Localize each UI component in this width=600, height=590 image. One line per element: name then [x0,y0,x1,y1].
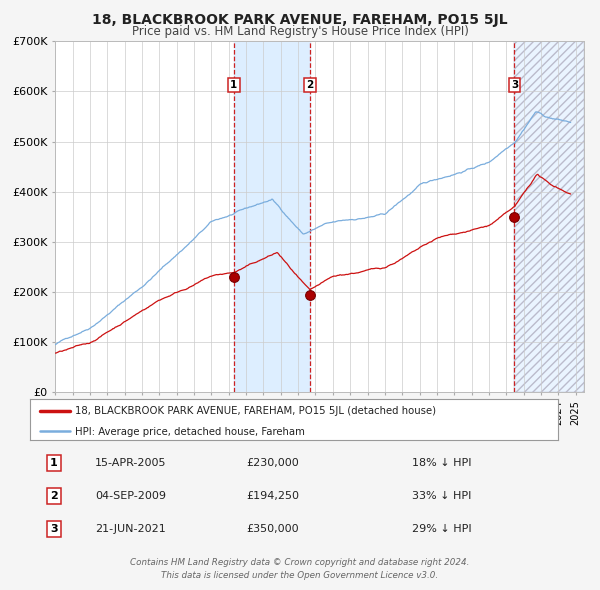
Text: 1: 1 [230,80,238,90]
Bar [234,41,310,392]
Text: 2: 2 [50,491,58,501]
Text: Price paid vs. HM Land Registry's House Price Index (HPI): Price paid vs. HM Land Registry's House … [131,25,469,38]
Text: 33% ↓ HPI: 33% ↓ HPI [412,491,472,501]
Text: 21-JUN-2021: 21-JUN-2021 [95,524,166,534]
Text: £230,000: £230,000 [247,458,299,468]
Text: 3: 3 [511,80,518,90]
Text: 18, BLACKBROOK PARK AVENUE, FAREHAM, PO15 5JL (detached house): 18, BLACKBROOK PARK AVENUE, FAREHAM, PO1… [75,407,436,417]
Text: 29% ↓ HPI: 29% ↓ HPI [412,524,472,534]
Bar [514,41,584,392]
Text: 18% ↓ HPI: 18% ↓ HPI [412,458,472,468]
Bar [514,41,584,392]
Text: £350,000: £350,000 [247,524,299,534]
Text: 2: 2 [306,80,313,90]
Text: 3: 3 [50,524,58,534]
Text: HPI: Average price, detached house, Fareham: HPI: Average price, detached house, Fare… [75,427,305,437]
Text: 15-APR-2005: 15-APR-2005 [95,458,166,468]
Text: This data is licensed under the Open Government Licence v3.0.: This data is licensed under the Open Gov… [161,571,439,580]
Text: 18, BLACKBROOK PARK AVENUE, FAREHAM, PO15 5JL: 18, BLACKBROOK PARK AVENUE, FAREHAM, PO1… [92,13,508,27]
Text: 1: 1 [50,458,58,468]
Text: Contains HM Land Registry data © Crown copyright and database right 2024.: Contains HM Land Registry data © Crown c… [130,558,470,566]
Text: 04-SEP-2009: 04-SEP-2009 [95,491,166,501]
Text: £194,250: £194,250 [247,491,299,501]
